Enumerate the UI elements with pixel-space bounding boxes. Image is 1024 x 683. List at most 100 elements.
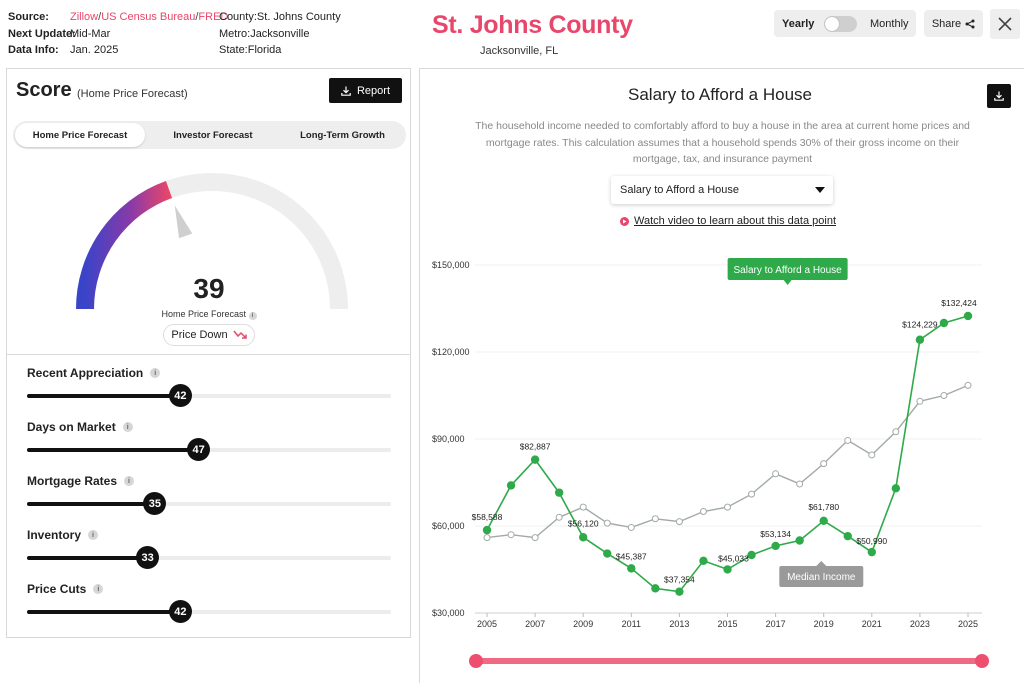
- salary-point[interactable]: [795, 536, 804, 545]
- salary-point[interactable]: [747, 550, 756, 560]
- source-link-zillow[interactable]: Zillow: [70, 11, 99, 23]
- info-icon[interactable]: i: [150, 368, 161, 378]
- tab-investor-forecast[interactable]: Investor Forecast: [173, 129, 253, 141]
- gauge-label-text: Home Price Forecast: [161, 309, 246, 319]
- median-income-point[interactable]: [507, 531, 515, 539]
- salary-chart: $30,000 $60,000 $90,000 $120,000 $150,000 200…: [432, 258, 982, 629]
- metric-value-handle: 47: [187, 438, 211, 461]
- metric-track: 42: [27, 384, 391, 407]
- year-range-slider[interactable]: [476, 658, 982, 664]
- median-income-point[interactable]: [627, 523, 635, 531]
- x-tick-label: 2023: [910, 619, 930, 629]
- metric-track: 35: [27, 492, 391, 515]
- median-income-point[interactable]: [531, 534, 539, 542]
- median-income-point[interactable]: [555, 513, 563, 521]
- metric-label: Price Cuts: [27, 582, 87, 596]
- y-tick-label: $60,000: [432, 521, 465, 531]
- info-icon[interactable]: i: [122, 422, 133, 432]
- next-update-label: Next Update:: [8, 27, 76, 40]
- salary-point[interactable]: [819, 516, 828, 526]
- salary-point[interactable]: [723, 565, 732, 574]
- source-link-fred[interactable]: FRED: [198, 11, 229, 23]
- metric-fill: [27, 394, 180, 398]
- median-income-point[interactable]: [603, 519, 611, 527]
- data-label: $53,134: [760, 529, 791, 539]
- forecast-tabs: Home Price Forecast Investor Forecast Lo…: [13, 121, 406, 149]
- median-income-point[interactable]: [772, 470, 780, 478]
- median-income-point[interactable]: [820, 460, 828, 468]
- x-tick-label: 2021: [862, 619, 882, 629]
- metric-inventory: Inventory i 33: [27, 528, 391, 572]
- median-income-point[interactable]: [964, 381, 972, 389]
- salary-point[interactable]: [939, 318, 949, 328]
- frequency-toggle: Yearly Monthly: [774, 10, 916, 37]
- share-label: Share: [931, 17, 962, 30]
- salary-tooltip-text: Salary to Afford a House: [734, 265, 843, 276]
- salary-point[interactable]: [603, 549, 612, 558]
- x-tick-label: 2007: [525, 619, 545, 629]
- salary-point[interactable]: [482, 525, 492, 535]
- median-income-point[interactable]: [844, 436, 852, 444]
- chevron-down-icon: [815, 187, 825, 193]
- x-tick-label: 2009: [573, 619, 593, 629]
- info-icon[interactable]: i: [88, 530, 99, 540]
- range-start-handle[interactable]: [469, 654, 483, 668]
- tab-home-price-forecast[interactable]: Home Price Forecast: [15, 123, 145, 147]
- median-income-point[interactable]: [868, 451, 876, 459]
- salary-point[interactable]: [963, 311, 973, 321]
- x-tick-label: 2019: [814, 619, 834, 629]
- report-button[interactable]: Report: [329, 78, 402, 103]
- salary-point[interactable]: [675, 587, 684, 596]
- salary-point[interactable]: [651, 584, 660, 593]
- median-income-point[interactable]: [916, 397, 924, 405]
- source-link-census[interactable]: US Census Bureau: [101, 11, 196, 23]
- metric-dropdown[interactable]: Salary to Afford a House: [611, 176, 833, 204]
- median-income-point[interactable]: [892, 428, 900, 436]
- close-button[interactable]: [990, 9, 1020, 39]
- median-income-point[interactable]: [651, 515, 659, 523]
- median-income-point[interactable]: [748, 490, 756, 498]
- salary-point[interactable]: [867, 547, 876, 557]
- info-icon[interactable]: i: [124, 476, 135, 486]
- x-tick-label: 2025: [958, 619, 978, 629]
- salary-point[interactable]: [771, 541, 780, 551]
- video-link[interactable]: Watch video to learn about this data poi…: [620, 215, 836, 227]
- median-income-point[interactable]: [579, 503, 587, 511]
- tab-long-term-growth[interactable]: Long-Term Growth: [300, 129, 385, 141]
- metric-recent-appreciation: Recent Appreciation i 42: [27, 366, 391, 410]
- source-row: Source: Zillow / US Census Bureau / FRED: [8, 9, 228, 26]
- salary-point[interactable]: [530, 455, 540, 464]
- salary-point[interactable]: [699, 556, 708, 565]
- chart-description: The household income needed to comfortab…: [475, 120, 970, 165]
- salary-point[interactable]: [843, 531, 852, 541]
- salary-point[interactable]: [627, 564, 636, 573]
- metro-label: Metro:: [219, 27, 251, 40]
- median-income-point[interactable]: [724, 503, 731, 511]
- salary-point[interactable]: [554, 488, 564, 497]
- chart-download-button[interactable]: [987, 84, 1011, 108]
- info-icon[interactable]: i: [93, 584, 104, 594]
- chart-title: Salary to Afford a House: [628, 85, 812, 104]
- median-income-point[interactable]: [940, 392, 948, 399]
- play-icon: [620, 216, 629, 226]
- range-end-handle[interactable]: [975, 654, 989, 668]
- salary-point[interactable]: [579, 533, 588, 542]
- salary-point[interactable]: [506, 481, 516, 490]
- median-income-point[interactable]: [483, 534, 491, 542]
- toggle-yearly-label[interactable]: Yearly: [782, 17, 815, 30]
- toggle-monthly-label[interactable]: Monthly: [870, 17, 909, 30]
- salary-point[interactable]: [891, 484, 901, 493]
- page-title: St. Johns County: [432, 11, 633, 39]
- metric-mortgage-rates: Mortgage Rates i 35: [27, 474, 391, 518]
- median-income-point[interactable]: [675, 518, 683, 526]
- frequency-switch[interactable]: [824, 16, 857, 32]
- median-income-point[interactable]: [699, 508, 707, 515]
- median-tooltip-box: [779, 566, 864, 587]
- median-income-point[interactable]: [796, 480, 804, 488]
- state-value: Florida: [247, 44, 282, 56]
- info-icon[interactable]: i: [248, 312, 257, 320]
- salary-point[interactable]: [915, 335, 925, 344]
- metric-fill: [27, 502, 155, 506]
- y-tick-label: $30,000: [432, 608, 465, 618]
- share-button[interactable]: Share: [924, 10, 983, 37]
